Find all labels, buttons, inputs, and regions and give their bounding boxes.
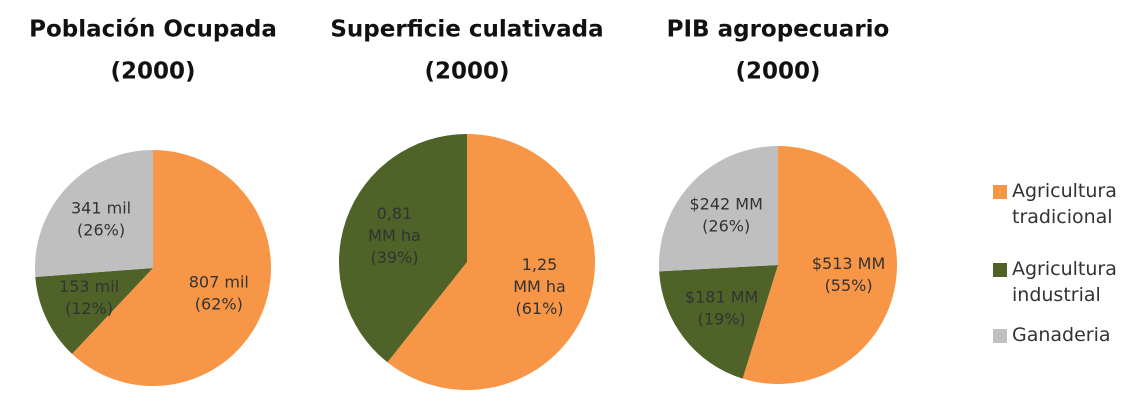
data-label: (26%): [77, 220, 125, 239]
data-label: (62%): [195, 295, 243, 314]
data-label: (39%): [370, 248, 418, 267]
chart-title: Superficie culativada: [330, 17, 603, 43]
chart-title: Población Ocupada: [29, 17, 277, 43]
pie-slice: [35, 268, 153, 354]
data-label: MM ha: [368, 226, 421, 245]
data-label: MM ha: [513, 277, 566, 296]
legend-swatch: [993, 263, 1007, 277]
chart-title: (2000): [424, 59, 509, 85]
data-label: (26%): [702, 216, 750, 235]
legend-swatch: [993, 185, 1007, 199]
data-label: 0,81: [377, 204, 413, 223]
data-label: (12%): [65, 299, 113, 318]
data-label: 341 mil: [71, 198, 131, 217]
data-label: (61%): [515, 299, 563, 318]
pie-slice: [339, 134, 467, 363]
data-label: (55%): [825, 276, 873, 295]
pie-slice: [387, 134, 595, 390]
legend-label: Ganaderia: [1012, 324, 1111, 346]
legend-label: Agricultura tradicional: [1012, 180, 1117, 228]
legend-label: Agricultura industrial: [1012, 258, 1117, 306]
pie-slice: [659, 146, 778, 272]
pie-slice: [35, 150, 153, 277]
chart-title: (2000): [110, 59, 195, 85]
data-label: 807 mil: [189, 273, 249, 292]
legend-swatch: [993, 329, 1007, 343]
data-label: $181 MM: [685, 287, 758, 306]
data-label: 153 mil: [59, 277, 119, 296]
chart-title: (2000): [735, 59, 820, 85]
data-label: (19%): [698, 309, 746, 328]
pie-slice: [742, 146, 897, 384]
chart-title: PIB agropecuario: [667, 17, 890, 43]
data-label: $242 MM: [689, 194, 762, 213]
pie-slice: [72, 150, 271, 386]
data-label: 1,25: [522, 255, 558, 274]
data-label: $513 MM: [812, 254, 885, 273]
pie-slice: [659, 265, 778, 379]
